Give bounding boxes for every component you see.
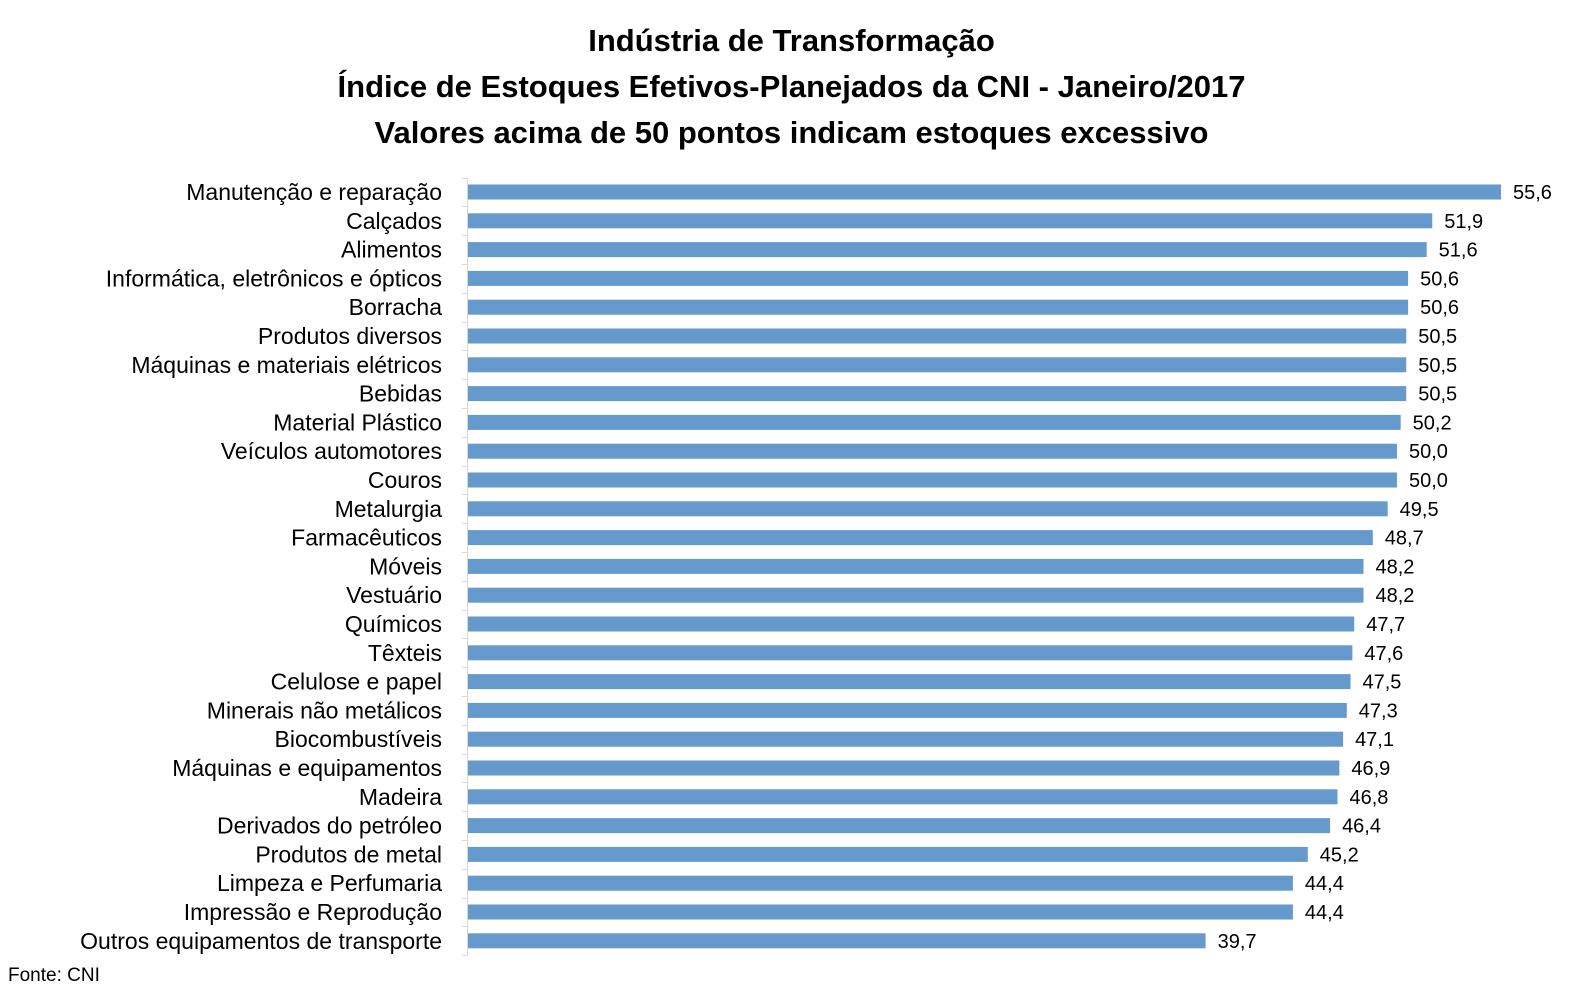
data-label: 47,3 bbox=[1359, 700, 1398, 722]
data-label: 50,5 bbox=[1418, 355, 1457, 377]
data-label: 50,5 bbox=[1418, 384, 1457, 406]
data-label: 46,4 bbox=[1342, 816, 1381, 838]
category-label: Limpeza e Perfumaria bbox=[217, 870, 442, 896]
bar bbox=[468, 501, 1388, 517]
chart-title: Indústria de Transformação bbox=[588, 23, 995, 58]
data-label: 50,6 bbox=[1420, 297, 1459, 319]
category-label: Máquinas e materiais elétricos bbox=[131, 352, 442, 378]
category-label: Biocombustíveis bbox=[275, 726, 442, 752]
data-label: 49,5 bbox=[1400, 499, 1439, 521]
chart-subtitle: Índice de Estoques Efetivos-Planejados d… bbox=[337, 69, 1246, 104]
bar bbox=[468, 530, 1373, 546]
data-label: 48,7 bbox=[1385, 528, 1424, 550]
category-label: Vestuário bbox=[346, 582, 442, 608]
category-label: Manutenção e reparação bbox=[186, 179, 442, 205]
data-label: 47,7 bbox=[1366, 614, 1405, 636]
category-label: Celulose e papel bbox=[271, 669, 442, 695]
bar bbox=[468, 818, 1331, 834]
bar bbox=[468, 846, 1308, 862]
bar bbox=[468, 299, 1409, 315]
bar bbox=[468, 242, 1427, 258]
bar bbox=[468, 270, 1409, 286]
data-label: 47,5 bbox=[1363, 672, 1402, 694]
chart-subtitle-note: Valores acima de 50 pontos indicam estoq… bbox=[374, 115, 1209, 150]
bar bbox=[468, 645, 1353, 661]
bar bbox=[468, 443, 1397, 459]
category-label: Máquinas e equipamentos bbox=[172, 755, 442, 781]
category-label: Produtos de metal bbox=[255, 841, 442, 867]
data-label: 47,1 bbox=[1355, 729, 1394, 751]
category-label: Material Plástico bbox=[273, 409, 442, 435]
bar bbox=[468, 357, 1407, 373]
data-label: 51,9 bbox=[1444, 211, 1483, 233]
category-label: Madeira bbox=[359, 784, 442, 810]
category-label: Veículos automotores bbox=[221, 438, 442, 464]
category-label: Químicos bbox=[345, 611, 442, 637]
data-label: 46,9 bbox=[1351, 758, 1390, 780]
data-label: 50,5 bbox=[1418, 326, 1457, 348]
category-label: Bebidas bbox=[359, 381, 442, 407]
data-label: 48,2 bbox=[1376, 556, 1415, 578]
data-label: 45,2 bbox=[1320, 844, 1359, 866]
category-label: Têxteis bbox=[368, 640, 442, 666]
data-label: 48,2 bbox=[1376, 585, 1415, 607]
bar bbox=[468, 616, 1355, 632]
category-label: Alimentos bbox=[341, 237, 442, 263]
bar bbox=[468, 702, 1347, 718]
data-label: 46,8 bbox=[1350, 787, 1389, 809]
data-label: 39,7 bbox=[1218, 931, 1257, 953]
source-note: Fonte: CNI bbox=[8, 965, 100, 986]
category-label: Móveis bbox=[369, 553, 442, 579]
bar bbox=[468, 731, 1344, 747]
data-label: 44,4 bbox=[1305, 902, 1344, 924]
category-label: Metalurgia bbox=[335, 496, 443, 522]
data-label: 50,6 bbox=[1420, 268, 1459, 290]
bar bbox=[468, 587, 1364, 603]
category-label: Couros bbox=[368, 467, 442, 493]
data-label: 44,4 bbox=[1305, 873, 1344, 895]
category-label: Farmacêuticos bbox=[291, 525, 442, 551]
data-label: 51,6 bbox=[1439, 240, 1478, 262]
category-label: Informática, eletrônicos e ópticos bbox=[106, 265, 442, 291]
data-label: 50,2 bbox=[1413, 412, 1452, 434]
bar bbox=[468, 414, 1401, 430]
bar bbox=[468, 789, 1338, 805]
category-label: Minerais não metálicos bbox=[207, 697, 442, 723]
category-label: Produtos diversos bbox=[258, 323, 442, 349]
bar bbox=[468, 933, 1206, 949]
data-label: 47,6 bbox=[1364, 643, 1403, 665]
category-label: Derivados do petróleo bbox=[217, 813, 442, 839]
data-label: 50,0 bbox=[1409, 441, 1448, 463]
bar bbox=[468, 760, 1340, 776]
bar bbox=[468, 875, 1293, 891]
category-label: Outros equipamentos de transporte bbox=[80, 928, 442, 954]
category-label: Calçados bbox=[346, 208, 442, 234]
bar bbox=[468, 386, 1407, 402]
chart-title-block: Indústria de Transformação Índice de Est… bbox=[0, 18, 1583, 156]
bar bbox=[468, 904, 1293, 920]
bar bbox=[468, 472, 1397, 488]
bar bbox=[468, 184, 1501, 200]
bar bbox=[468, 328, 1407, 344]
bar bbox=[468, 213, 1433, 229]
category-label: Borracha bbox=[349, 294, 443, 320]
bar bbox=[468, 558, 1364, 574]
category-label: Impressão e Reprodução bbox=[184, 899, 442, 925]
bar bbox=[468, 674, 1351, 690]
data-label: 50,0 bbox=[1409, 470, 1448, 492]
data-label: 55,6 bbox=[1513, 182, 1552, 204]
